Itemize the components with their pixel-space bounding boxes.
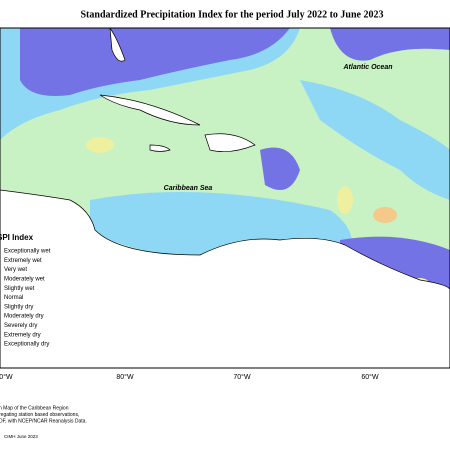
very-wet-region bbox=[330, 28, 450, 61]
land-hispaniola bbox=[204, 133, 256, 152]
frame-border bbox=[0, 27, 450, 369]
dry-spot bbox=[86, 137, 114, 153]
longitude-label: 90°W bbox=[0, 373, 13, 381]
land-cuba bbox=[99, 94, 201, 126]
legend-item: Severely dry bbox=[4, 323, 37, 329]
legend-item: Very wet bbox=[4, 267, 27, 273]
legend-item: Extremely wet bbox=[4, 258, 42, 264]
very-wet-region bbox=[260, 147, 300, 190]
credit: CIMH June 2023 bbox=[4, 434, 38, 439]
longitude-label: 70°W bbox=[233, 373, 251, 381]
legend-item: Slightly wet bbox=[4, 286, 35, 292]
legend: SPI Index Exceptionally wet Extremely wet… bbox=[0, 233, 51, 347]
land-mainland bbox=[0, 189, 450, 368]
wet-region bbox=[300, 80, 450, 200]
footnote-line: n Map of the Caribbean Region bbox=[0, 405, 69, 411]
legend-item: Exceptionally wet bbox=[4, 249, 51, 255]
legend-item: Moderately wet bbox=[4, 276, 45, 282]
ocean-label: Atlantic Ocean bbox=[342, 64, 392, 71]
map-frame bbox=[0, 27, 450, 369]
legend-item: Normal bbox=[4, 295, 23, 301]
legend-item: Slightly dry bbox=[4, 304, 33, 310]
land-jamaica bbox=[149, 144, 171, 152]
very-wet-region bbox=[20, 28, 290, 96]
dry-spot bbox=[373, 207, 397, 223]
legend-item: Moderately dry bbox=[4, 314, 44, 320]
sea-label: Caribbean Sea bbox=[164, 185, 213, 192]
legend-item: Extremely dry bbox=[4, 332, 41, 338]
dry-spot bbox=[337, 186, 353, 214]
footnote-line: DF, with NCEP/NCAR Reanalysis Data. bbox=[0, 418, 87, 424]
longitude-label: 60°W bbox=[361, 373, 379, 381]
longitude-labels: 90°W 80°W 70°W 60°W bbox=[0, 373, 379, 381]
longitude-label: 80°W bbox=[116, 373, 134, 381]
legend-title: SPI Index bbox=[0, 233, 34, 242]
map-title: Standardized Precipitation Index for the… bbox=[81, 9, 384, 20]
land-florida bbox=[109, 28, 126, 62]
legend-item: Exceptionally dry bbox=[4, 342, 49, 348]
footnote-line: regating station based observations, bbox=[0, 412, 79, 418]
